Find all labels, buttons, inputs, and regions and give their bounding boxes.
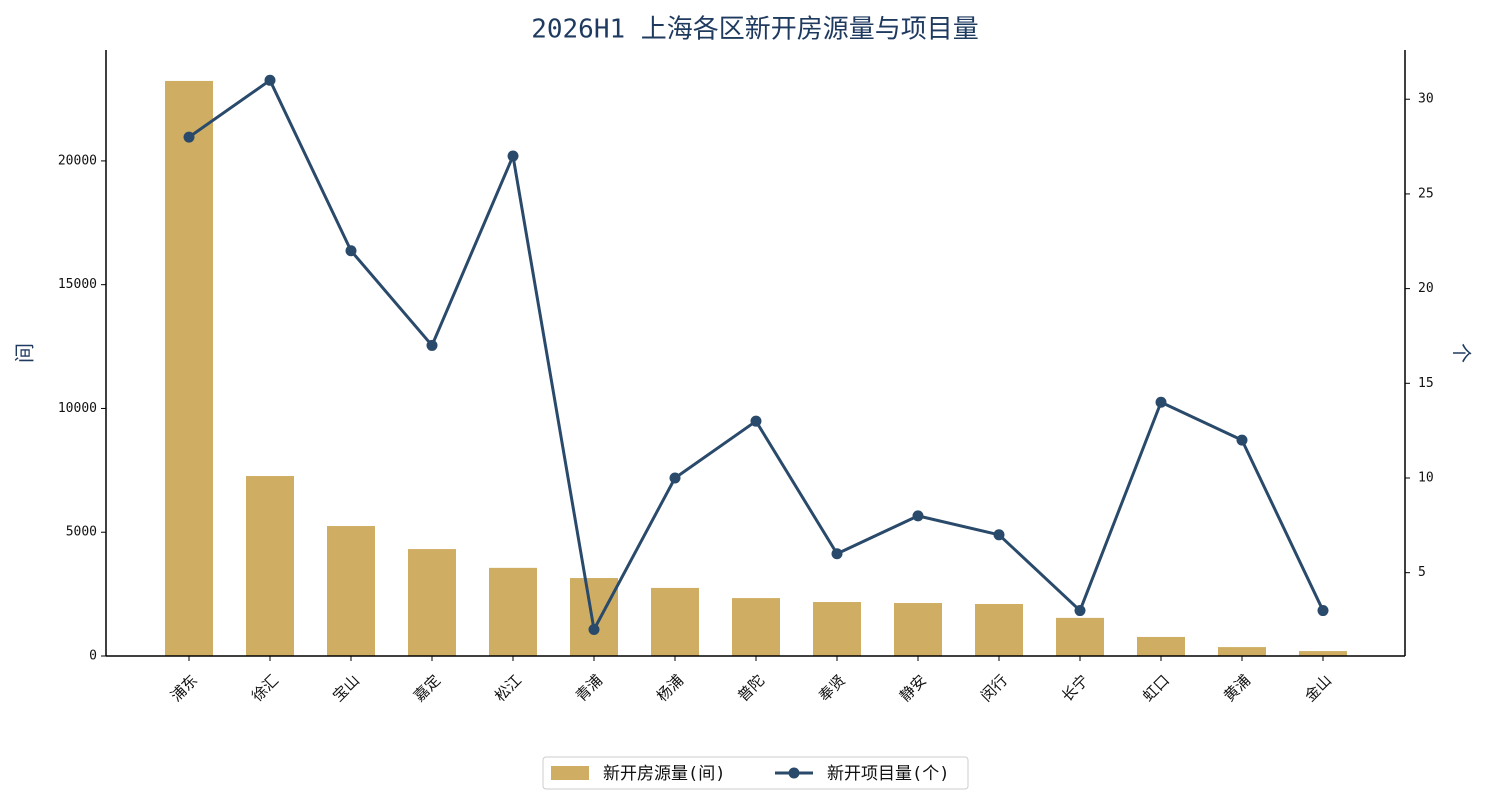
line-point xyxy=(993,529,1005,541)
y2-axis-label: 个 xyxy=(1450,343,1474,363)
bar xyxy=(327,526,375,656)
x-tick-label: 闵行 xyxy=(977,671,1011,705)
bar xyxy=(813,602,861,656)
x-tick-label: 青浦 xyxy=(572,671,606,705)
x-tick-label: 长宁 xyxy=(1058,671,1092,705)
y2-tick-label: 30 xyxy=(1418,92,1434,107)
line-point xyxy=(912,510,924,522)
x-tick-label: 静安 xyxy=(896,671,930,705)
bar xyxy=(1137,636,1185,656)
chart-title: 2026H1 上海各区新开房源量与项目量 xyxy=(531,15,979,45)
line-point xyxy=(264,74,276,86)
line-point xyxy=(588,623,600,635)
y-tick-label: 0 xyxy=(89,649,97,664)
bar xyxy=(894,603,942,656)
line-point xyxy=(426,339,438,351)
x-tick-label: 金山 xyxy=(1301,671,1335,705)
legend-label: 新开项目量(个) xyxy=(827,764,949,784)
bar xyxy=(570,578,618,656)
line-point xyxy=(1074,605,1086,617)
line-point xyxy=(1236,434,1248,446)
legend-label: 新开房源量(间) xyxy=(603,764,725,784)
bar xyxy=(1299,651,1347,656)
bar xyxy=(1218,647,1266,656)
y-tick-label: 15000 xyxy=(58,277,97,292)
y2-tick-label: 15 xyxy=(1418,376,1434,391)
bar xyxy=(408,549,456,656)
y2-tick-label: 10 xyxy=(1418,470,1434,485)
line-point xyxy=(1317,605,1329,617)
x-tick-label: 普陀 xyxy=(734,671,768,705)
x-tick-label: 嘉定 xyxy=(410,671,444,705)
line-point xyxy=(1155,396,1167,408)
x-tick-label: 奉贤 xyxy=(815,671,849,705)
legend-swatch xyxy=(551,766,589,780)
bar xyxy=(651,587,699,656)
line-point xyxy=(750,415,762,427)
line-point xyxy=(183,131,195,143)
line-point xyxy=(831,548,843,560)
legend-swatch xyxy=(788,767,800,779)
bar xyxy=(1056,617,1104,656)
y-tick-label: 20000 xyxy=(58,153,97,168)
x-tick-label: 宝山 xyxy=(329,671,363,705)
y-axis-label: 间 xyxy=(13,343,37,363)
bar xyxy=(489,567,537,656)
line-point xyxy=(345,245,357,257)
y-tick-label: 5000 xyxy=(66,525,97,540)
y-tick-label: 10000 xyxy=(58,401,97,416)
legend-box xyxy=(542,756,969,790)
x-tick-label: 浦东 xyxy=(167,671,201,705)
y2-tick-label: 5 xyxy=(1418,565,1426,580)
line-point xyxy=(669,472,681,484)
x-tick-label: 杨浦 xyxy=(653,671,687,705)
bar xyxy=(246,476,294,656)
line-point xyxy=(507,150,519,162)
x-tick-label: 松江 xyxy=(491,671,525,705)
bar xyxy=(165,80,213,657)
bar xyxy=(732,598,780,656)
x-tick-label: 黄浦 xyxy=(1220,671,1254,705)
bar xyxy=(975,604,1023,656)
x-tick-label: 徐汇 xyxy=(248,671,282,705)
x-tick-label: 虹口 xyxy=(1139,671,1173,705)
y2-tick-label: 20 xyxy=(1418,281,1434,296)
y2-tick-label: 25 xyxy=(1418,186,1434,201)
